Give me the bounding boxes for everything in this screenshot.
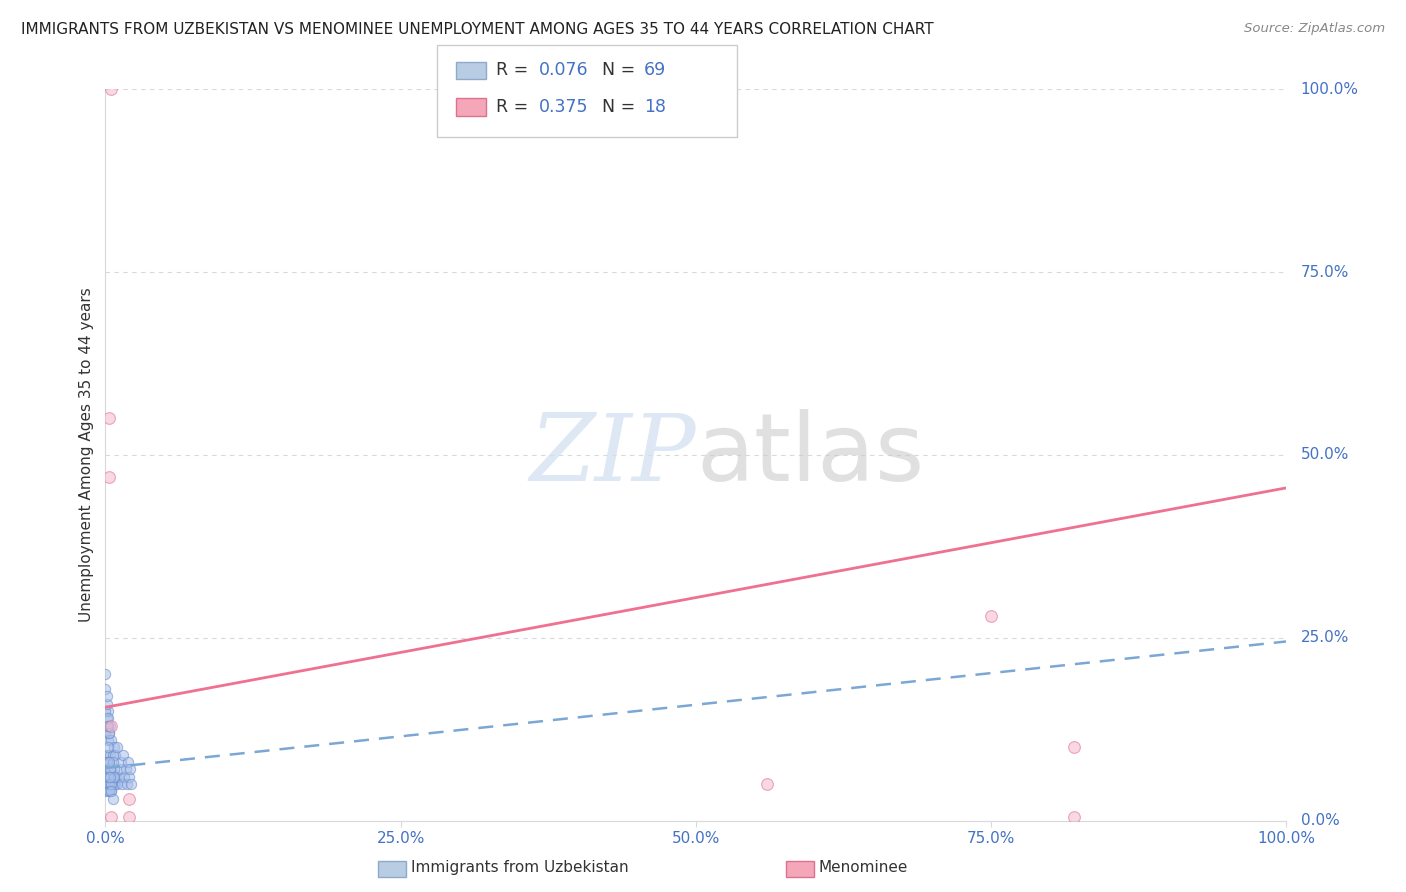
Point (112, 747, 135, 762)
Point (94, 784, 117, 798)
Text: 100.0%: 100.0% (1301, 82, 1358, 96)
Point (100, 784, 122, 798)
Text: N =: N = (602, 62, 641, 79)
Point (101, 791, 124, 805)
Point (97, 711, 120, 725)
Point (98, 763, 121, 777)
Point (97, 740, 120, 755)
Point (96, 718, 118, 732)
Point (100, 777, 122, 791)
Point (100, 777, 122, 791)
Point (120, 777, 142, 791)
Point (118, 770, 141, 784)
Point (101, 770, 124, 784)
Point (105, 777, 128, 791)
Point (98, 784, 121, 798)
Point (94, 681, 117, 696)
Text: 18: 18 (644, 98, 666, 116)
Text: IMMIGRANTS FROM UZBEKISTAN VS MENOMINEE UNEMPLOYMENT AMONG AGES 35 TO 44 YEARS C: IMMIGRANTS FROM UZBEKISTAN VS MENOMINEE … (21, 22, 934, 37)
Point (108, 763, 131, 777)
Point (97, 770, 120, 784)
Point (101, 755, 124, 769)
Point (115, 777, 138, 791)
Point (97, 770, 120, 784)
Point (96, 711, 118, 725)
Point (98, 770, 121, 784)
Point (94, 726, 117, 740)
Point (100, 733, 122, 747)
Point (980, 608, 1002, 623)
Text: Source: ZipAtlas.com: Source: ZipAtlas.com (1244, 22, 1385, 36)
Point (96, 697, 118, 711)
Point (97, 733, 120, 747)
Point (98, 718, 121, 732)
Text: ZIP: ZIP (529, 410, 696, 500)
Point (100, 718, 122, 732)
Text: 50.0%: 50.0% (1301, 448, 1348, 462)
Point (103, 740, 125, 755)
Point (98, 747, 121, 762)
Point (96, 755, 118, 769)
Point (98, 784, 121, 798)
Point (98, 411, 121, 425)
Point (98, 726, 121, 740)
Point (104, 777, 127, 791)
Point (103, 777, 125, 791)
Point (1063, 740, 1085, 755)
Text: 69: 69 (644, 62, 666, 79)
Text: 75.0%: 75.0% (1301, 265, 1348, 279)
Text: Menominee: Menominee (818, 861, 908, 875)
Point (97, 718, 120, 732)
Text: N =: N = (602, 98, 641, 116)
Text: R =: R = (496, 62, 534, 79)
Point (100, 82, 122, 96)
Point (118, 810, 141, 824)
Point (755, 777, 778, 791)
Point (96, 777, 118, 791)
Text: 0.076: 0.076 (538, 62, 588, 79)
Point (1063, 810, 1085, 824)
Point (94, 763, 117, 777)
Point (96, 747, 118, 762)
Point (97, 777, 120, 791)
Point (111, 777, 134, 791)
Point (101, 777, 124, 791)
Point (98, 755, 121, 769)
Point (100, 810, 122, 824)
Point (96, 690, 118, 704)
Point (101, 747, 124, 762)
Point (120, 763, 142, 777)
Text: 0.0%: 0.0% (1301, 814, 1340, 828)
Point (104, 747, 127, 762)
Y-axis label: Unemployment Among Ages 35 to 44 years: Unemployment Among Ages 35 to 44 years (79, 287, 94, 623)
Text: 0.375: 0.375 (538, 98, 588, 116)
Point (105, 740, 128, 755)
Point (112, 770, 135, 784)
Point (110, 755, 132, 769)
Point (98, 470, 121, 484)
Point (98, 755, 121, 769)
Point (103, 763, 125, 777)
Point (105, 770, 128, 784)
Text: 25.0%: 25.0% (1301, 631, 1348, 645)
Point (98, 726, 121, 740)
Point (98, 770, 121, 784)
Point (94, 704, 117, 718)
Text: Immigrants from Uzbekistan: Immigrants from Uzbekistan (411, 861, 628, 875)
Point (97, 755, 120, 769)
Point (118, 791, 141, 805)
Point (100, 763, 122, 777)
Point (117, 755, 139, 769)
Point (114, 763, 136, 777)
Point (98, 777, 121, 791)
Point (100, 784, 122, 798)
Point (98, 763, 121, 777)
Point (103, 770, 125, 784)
Text: atlas: atlas (696, 409, 924, 501)
Point (107, 770, 129, 784)
Point (98, 777, 121, 791)
Point (97, 704, 120, 718)
Text: R =: R = (496, 98, 534, 116)
Point (94, 667, 117, 681)
